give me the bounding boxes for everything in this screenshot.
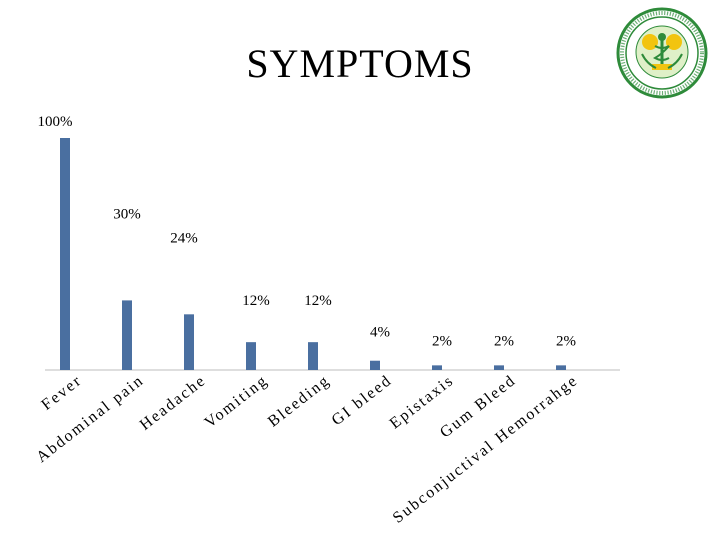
data-label-7: 2% bbox=[494, 333, 514, 349]
data-label-4: 12% bbox=[304, 293, 332, 309]
slide-title: SYMPTOMS bbox=[246, 41, 474, 86]
bar-3 bbox=[246, 342, 256, 370]
data-label-6: 2% bbox=[432, 333, 452, 349]
bar-5 bbox=[370, 360, 380, 370]
category-label-5: GI bleed bbox=[329, 372, 396, 429]
data-label-0: 100% bbox=[38, 114, 73, 130]
category-label-0: Fever bbox=[38, 372, 85, 414]
bar-0 bbox=[60, 138, 70, 370]
data-label-2: 24% bbox=[170, 230, 198, 246]
institute-seal-logo bbox=[616, 7, 708, 99]
data-label-5: 4% bbox=[370, 325, 390, 341]
bar-1 bbox=[122, 300, 132, 370]
bar-2 bbox=[184, 314, 194, 370]
data-label-8: 2% bbox=[556, 333, 576, 349]
bar-8 bbox=[556, 365, 566, 370]
data-label-3: 12% bbox=[242, 293, 270, 309]
bar-4 bbox=[308, 342, 318, 370]
category-label-4: Bleeding bbox=[265, 372, 334, 431]
data-label-1: 30% bbox=[113, 206, 141, 222]
bar-7 bbox=[494, 365, 504, 370]
category-label-1: Abdominal pain bbox=[33, 372, 147, 466]
category-label-3: Vomiting bbox=[202, 372, 272, 432]
category-label-2: Headache bbox=[137, 372, 210, 434]
bar-6 bbox=[432, 365, 442, 370]
